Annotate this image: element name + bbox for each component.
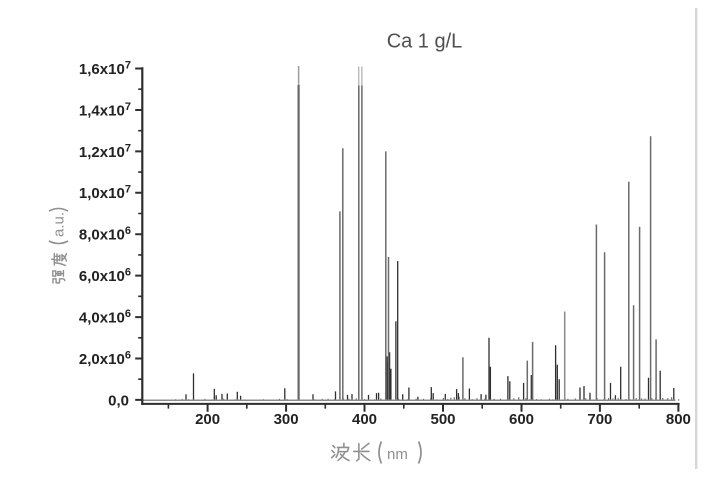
- svg-text:1,2x10: 1,2x10: [79, 144, 125, 161]
- svg-text:800: 800: [666, 411, 691, 428]
- svg-text:6: 6: [125, 267, 131, 279]
- svg-text:0,0: 0,0: [108, 392, 129, 409]
- svg-text:7: 7: [125, 184, 131, 196]
- svg-text:6: 6: [125, 349, 131, 361]
- svg-text:2,0x10: 2,0x10: [79, 351, 125, 368]
- svg-text:400: 400: [352, 411, 377, 428]
- svg-text:500: 500: [430, 411, 455, 428]
- svg-text:a.u.: a.u.: [51, 212, 68, 237]
- svg-text:7: 7: [125, 101, 131, 113]
- svg-text:4,0x10: 4,0x10: [79, 310, 125, 327]
- svg-text:600: 600: [509, 411, 534, 428]
- svg-text:nm: nm: [387, 446, 408, 463]
- svg-text:300: 300: [274, 411, 299, 428]
- svg-text:6: 6: [125, 308, 131, 320]
- svg-text:8,0x10: 8,0x10: [79, 227, 125, 244]
- svg-text:Ca 1 g/L: Ca 1 g/L: [387, 31, 463, 53]
- svg-text:1,6x10: 1,6x10: [79, 61, 125, 78]
- svg-text:1,0x10: 1,0x10: [79, 185, 125, 202]
- svg-text:6,0x10: 6,0x10: [79, 268, 125, 285]
- svg-text:7: 7: [125, 142, 131, 154]
- svg-text:6: 6: [125, 225, 131, 237]
- svg-text:7: 7: [125, 59, 131, 71]
- svg-text:700: 700: [587, 411, 612, 428]
- svg-text:1,4x10: 1,4x10: [79, 102, 125, 119]
- svg-text:200: 200: [195, 411, 220, 428]
